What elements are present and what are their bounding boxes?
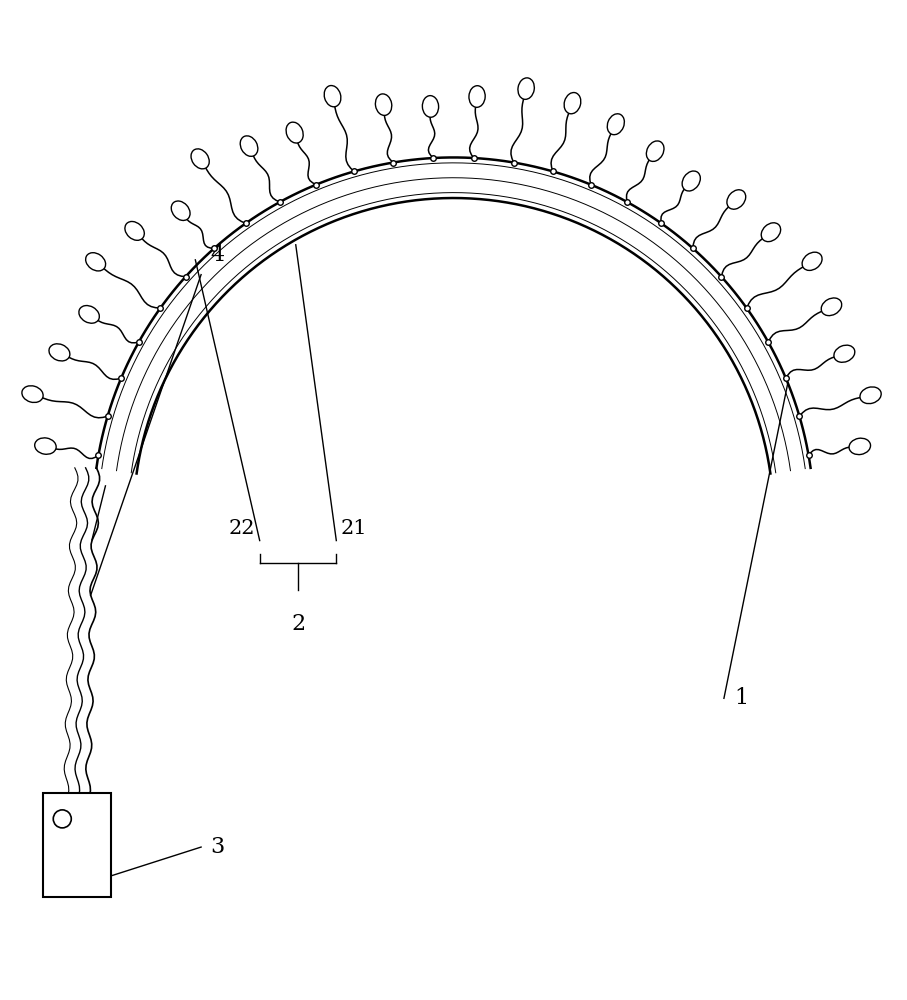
Ellipse shape bbox=[608, 114, 624, 135]
Text: 22: 22 bbox=[229, 519, 255, 538]
Text: 1: 1 bbox=[735, 687, 749, 709]
Ellipse shape bbox=[860, 387, 882, 404]
Ellipse shape bbox=[682, 171, 700, 191]
Ellipse shape bbox=[727, 190, 746, 209]
Ellipse shape bbox=[49, 344, 70, 361]
Ellipse shape bbox=[324, 86, 341, 107]
Ellipse shape bbox=[821, 298, 842, 316]
Ellipse shape bbox=[647, 141, 664, 161]
Text: 2: 2 bbox=[291, 613, 305, 635]
Text: 3: 3 bbox=[210, 836, 224, 858]
Ellipse shape bbox=[286, 122, 303, 143]
Text: 21: 21 bbox=[341, 519, 367, 538]
Ellipse shape bbox=[191, 149, 210, 169]
Ellipse shape bbox=[564, 93, 580, 114]
Circle shape bbox=[54, 810, 72, 828]
Bar bbox=[44, 793, 111, 897]
Ellipse shape bbox=[423, 96, 439, 117]
Ellipse shape bbox=[802, 252, 822, 270]
Ellipse shape bbox=[761, 223, 781, 242]
Ellipse shape bbox=[375, 94, 392, 115]
Ellipse shape bbox=[469, 86, 485, 107]
Ellipse shape bbox=[22, 386, 44, 402]
Ellipse shape bbox=[240, 136, 258, 156]
Text: 4: 4 bbox=[210, 244, 224, 266]
Ellipse shape bbox=[834, 345, 854, 362]
Ellipse shape bbox=[125, 221, 144, 240]
Ellipse shape bbox=[171, 201, 190, 220]
Ellipse shape bbox=[85, 253, 105, 271]
Ellipse shape bbox=[518, 78, 534, 99]
Ellipse shape bbox=[34, 438, 56, 454]
Ellipse shape bbox=[849, 438, 871, 455]
Ellipse shape bbox=[79, 306, 100, 323]
